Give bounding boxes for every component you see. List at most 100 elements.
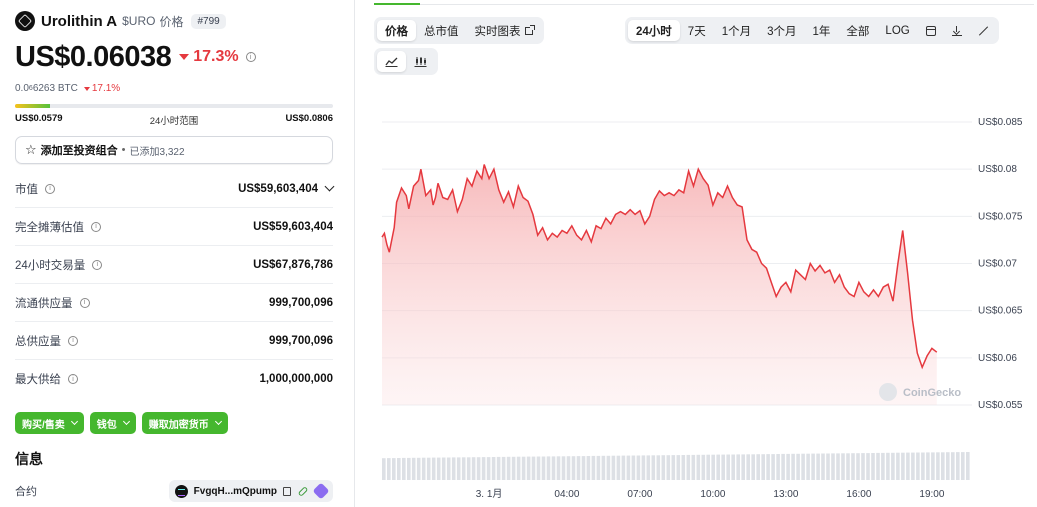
- price-chart[interactable]: US$0.085 US$0.08 US$0.075 US$0.07 US$0.065 US…: [374, 100, 1037, 507]
- volume-bar: [686, 454, 691, 480]
- range-3m[interactable]: 3个月: [767, 25, 797, 38]
- volume-bar: [641, 455, 646, 480]
- btc-change: 17.1%: [83, 83, 121, 94]
- chevron-down-icon[interactable]: [324, 181, 335, 192]
- price-line: [381, 164, 938, 370]
- tab-market-cap[interactable]: 总市值: [424, 25, 459, 38]
- contract-chip[interactable]: FvgqH...mQpump: [168, 480, 333, 502]
- range-bar-fill: [15, 104, 50, 108]
- rank-badge: #799: [191, 13, 226, 29]
- stat-row-market-cap[interactable]: 市值 i US$59,603,404: [15, 170, 335, 208]
- tab-price[interactable]: 价格: [377, 20, 416, 41]
- volume-bar: [661, 455, 666, 480]
- info-icon[interactable]: i: [68, 335, 78, 346]
- volume-bar: [691, 454, 696, 480]
- earn-label: 赚取加密货币: [148, 419, 209, 431]
- top-tab-underline: [374, 0, 1034, 5]
- range-7d[interactable]: 7天: [687, 25, 706, 38]
- coingecko-logo-icon: [879, 383, 897, 401]
- download-button[interactable]: [944, 20, 970, 41]
- info-icon[interactable]: i: [245, 52, 256, 62]
- volume-bar: [626, 455, 631, 480]
- volume-bar: [766, 454, 770, 480]
- volume-bar: [886, 452, 890, 480]
- volume-bar: [646, 455, 651, 480]
- wallet-label: 钱包: [96, 419, 117, 431]
- volume-bar: [871, 453, 875, 480]
- earn-crypto-button[interactable]: 赚取加密货币: [141, 412, 228, 434]
- volume-bar: [536, 456, 541, 480]
- volume-bar: [611, 455, 616, 480]
- volume-bar: [756, 454, 760, 480]
- info-icon[interactable]: i: [45, 183, 55, 194]
- stat-value: US$67,876,786: [253, 258, 333, 271]
- calendar-button[interactable]: [918, 20, 944, 41]
- volume-bar: [616, 455, 621, 480]
- log-toggle[interactable]: LOG: [885, 24, 910, 37]
- volume-bar: [836, 453, 840, 480]
- info-icon[interactable]: i: [91, 221, 101, 232]
- volume-bar: [911, 452, 915, 480]
- range-1m[interactable]: 1个月: [721, 25, 752, 38]
- volume-bar: [516, 456, 521, 480]
- candlestick-icon: [414, 57, 427, 67]
- btc-change-value: 17.1%: [91, 83, 121, 94]
- stat-row-circulating-supply: 流通供应量 i 999,700,096: [15, 284, 333, 322]
- candlestick-chart-mode[interactable]: [406, 51, 435, 72]
- btc-price-row: 0.0 6 6263 BTC 17.1%: [15, 83, 333, 94]
- volume-bar: [736, 454, 740, 480]
- info-icon[interactable]: i: [79, 297, 90, 308]
- action-buttons: 购买/售卖 钱包 赚取加密货币: [15, 412, 333, 434]
- stat-row-volume: 24小时交易量 i US$67,876,786: [15, 246, 333, 284]
- fullscreen-button[interactable]: [970, 20, 996, 41]
- x-tick-label: 16:00: [846, 489, 871, 500]
- stat-label: 24小时交易量: [15, 259, 86, 272]
- volume-bar: [382, 458, 386, 480]
- volume-bar: [941, 452, 945, 480]
- volume-bar: [821, 453, 825, 480]
- chart-mode-tabs: [374, 48, 438, 75]
- info-icon[interactable]: i: [68, 374, 78, 384]
- volume-bar: [556, 456, 561, 480]
- calendar-icon: [925, 25, 936, 36]
- link-icon[interactable]: [297, 485, 309, 497]
- copy-icon[interactable]: [283, 486, 291, 496]
- range-24h[interactable]: 24小时: [628, 20, 680, 41]
- y-tick-label: US$0.08: [978, 164, 1017, 175]
- volume-bar: [481, 457, 486, 480]
- stat-value: 1,000,000,000: [259, 373, 333, 385]
- info-icon[interactable]: i: [92, 259, 103, 270]
- volume-bar: [586, 456, 591, 480]
- wallet-button[interactable]: 钱包: [89, 412, 136, 434]
- tab-live-chart[interactable]: 实时图表: [467, 20, 541, 41]
- range-all[interactable]: 全部: [846, 25, 870, 38]
- volume-bar: [761, 454, 765, 480]
- volume-bar: [621, 455, 626, 480]
- stat-label: 流通供应量: [15, 297, 73, 310]
- portfolio-separator: •: [121, 144, 126, 156]
- coin-overview-panel: Urolithin A $URO 价格 #799 US$0.06038 17.3…: [15, 8, 335, 507]
- range-label: 24小时范围: [149, 116, 199, 127]
- volume-bar: [501, 456, 506, 480]
- wallet-app-icon[interactable]: [312, 482, 330, 500]
- stat-value: 999,700,096: [269, 334, 333, 347]
- volume-bar: [402, 457, 406, 480]
- volume-bar: [421, 457, 426, 480]
- volume-bar: [881, 452, 885, 480]
- price-word: 价格: [159, 14, 184, 29]
- volume-bar: [816, 453, 820, 480]
- volume-bar: [546, 456, 551, 480]
- volume-bar: [716, 454, 720, 480]
- range-1y[interactable]: 1年: [812, 25, 831, 38]
- volume-bar: [656, 455, 661, 480]
- add-to-portfolio-button[interactable]: ☆ 添加至投资组合 • 已添加3,322: [15, 136, 333, 164]
- volume-bar: [831, 453, 835, 480]
- watermark-text: CoinGecko: [903, 387, 961, 399]
- volume-bar: [966, 452, 970, 480]
- line-chart-mode[interactable]: [377, 51, 406, 72]
- volume-bar: [561, 456, 566, 480]
- volume-bar: [846, 453, 850, 480]
- volume-bar: [511, 456, 516, 480]
- buy-sell-button[interactable]: 购买/售卖: [15, 412, 84, 434]
- y-tick-label: US$0.075: [978, 211, 1023, 222]
